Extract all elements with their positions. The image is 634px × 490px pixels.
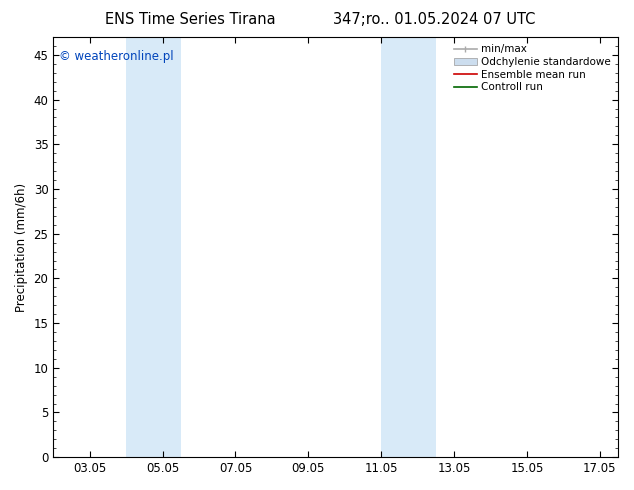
Y-axis label: Precipitation (mm/6h): Precipitation (mm/6h)	[15, 183, 28, 312]
Bar	[381, 37, 436, 457]
Text: 347;ro.. 01.05.2024 07 UTC: 347;ro.. 01.05.2024 07 UTC	[333, 12, 536, 27]
Bar	[126, 37, 181, 457]
Text: ENS Time Series Tirana: ENS Time Series Tirana	[105, 12, 276, 27]
Text: © weatheronline.pl: © weatheronline.pl	[59, 49, 174, 63]
Legend: min/max, Odchylenie standardowe, Ensemble mean run, Controll run: min/max, Odchylenie standardowe, Ensembl…	[452, 42, 613, 94]
